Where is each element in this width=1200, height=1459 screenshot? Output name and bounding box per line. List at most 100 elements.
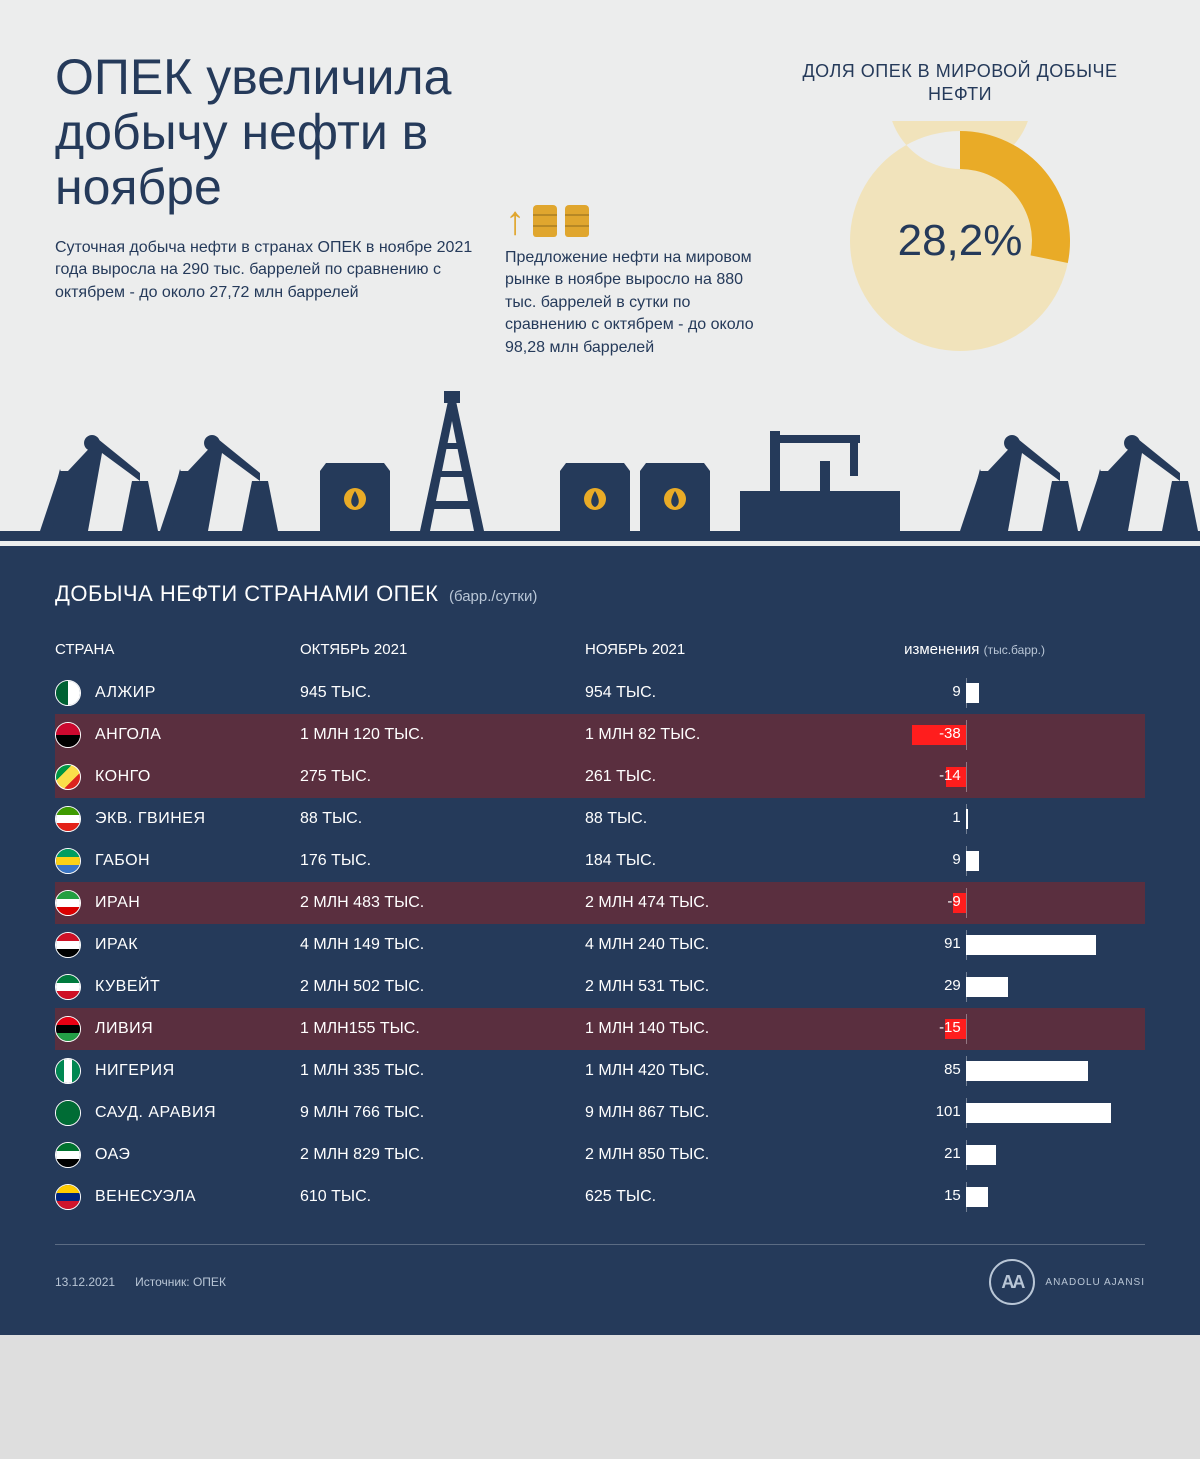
value-nov: 88 ТЫС. <box>585 810 870 828</box>
value-oct: 1 МЛН155 ТЫС. <box>300 1020 585 1038</box>
change-cell: 91 <box>870 924 1145 966</box>
value-nov: 261 ТЫС. <box>585 768 870 786</box>
change-bar <box>966 851 979 871</box>
value-oct: 88 ТЫС. <box>300 810 585 828</box>
table-row: АЛЖИР945 ТЫС.954 ТЫС.9 <box>55 672 1145 714</box>
change-bar <box>966 809 967 829</box>
country-name: АЛЖИР <box>95 684 300 702</box>
table-row: ОАЭ2 МЛН 829 ТЫС.2 МЛН 850 ТЫС.21 <box>55 1134 1145 1176</box>
value-oct: 1 МЛН 335 ТЫС. <box>300 1062 585 1080</box>
agency-name: ANADOLU AJANSI <box>1045 1277 1145 1288</box>
footer-left: 13.12.2021 Источник: ОПЕК <box>55 1275 226 1289</box>
flag-icon <box>55 722 81 748</box>
change-cell: -15 <box>870 1008 1145 1050</box>
main-title: ОПЕК увеличила добычу нефти в ноябре <box>55 50 475 215</box>
change-value: 15 <box>944 1187 961 1204</box>
flag-icon <box>55 890 81 916</box>
col-nov: НОЯБРЬ 2021 <box>585 641 870 658</box>
column-headers: СТРАНА ОКТЯБРЬ 2021 НОЯБРЬ 2021 изменени… <box>55 641 1145 666</box>
table-row: КОНГО275 ТЫС.261 ТЫС.-14 <box>55 756 1145 798</box>
col-change: изменения (тыс.барр.) <box>870 641 1145 658</box>
table-section: ДОБЫЧА НЕФТИ СТРАНАМИ ОПЕК (барр./сутки)… <box>0 546 1200 1335</box>
infographic: ОПЕК увеличила добычу нефти в ноябре Cут… <box>0 0 1200 1335</box>
change-bar <box>966 977 1007 997</box>
header-mid: ↑ Предложение нефти на мировом рынке в н… <box>505 50 765 361</box>
value-nov: 4 МЛН 240 ТЫС. <box>585 936 870 954</box>
value-oct: 610 ТЫС. <box>300 1188 585 1206</box>
table-row: ИРАН2 МЛН 483 ТЫС.2 МЛН 474 ТЫС. -9 <box>55 882 1145 924</box>
change-cell: 9 <box>870 672 1145 714</box>
donut-title: ДОЛЯ ОПЕК В МИРОВОЙ ДОБЫЧЕ НЕФТИ <box>795 60 1125 105</box>
value-nov: 2 МЛН 474 ТЫС. <box>585 894 870 912</box>
value-nov: 1 МЛН 140 ТЫС. <box>585 1020 870 1038</box>
flag-icon <box>55 764 81 790</box>
table-row: НИГЕРИЯ1 МЛН 335 ТЫС.1 МЛН 420 ТЫС. 85 <box>55 1050 1145 1092</box>
country-name: НИГЕРИЯ <box>95 1062 300 1080</box>
change-value: -15 <box>939 1019 961 1036</box>
country-name: ИРАК <box>95 936 300 954</box>
change-cell: 21 <box>870 1134 1145 1176</box>
flag-icon <box>55 1100 81 1126</box>
value-oct: 2 МЛН 483 ТЫС. <box>300 894 585 912</box>
value-nov: 2 МЛН 531 ТЫС. <box>585 978 870 996</box>
oil-rig-silhouette <box>0 381 1200 541</box>
change-bar <box>966 683 979 703</box>
change-value: 91 <box>944 935 961 952</box>
table-row: ЭКВ. ГВИНЕЯ88 ТЫС.88 ТЫС.1 <box>55 798 1145 840</box>
table-row: ВЕНЕСУЭЛА610 ТЫС.625 ТЫС. 15 <box>55 1176 1145 1218</box>
value-oct: 176 ТЫС. <box>300 852 585 870</box>
change-value: -14 <box>939 767 961 784</box>
change-bar <box>966 1103 1110 1123</box>
value-nov: 1 МЛН 420 ТЫС. <box>585 1062 870 1080</box>
col-oct: ОКТЯБРЬ 2021 <box>300 641 585 658</box>
subtitle-left: Cуточная добыча нефти в странах ОПЕК в н… <box>55 237 475 304</box>
change-cell: 15 <box>870 1176 1145 1218</box>
value-nov: 184 ТЫС. <box>585 852 870 870</box>
change-bar <box>966 1145 996 1165</box>
value-nov: 1 МЛН 82 ТЫС. <box>585 726 870 744</box>
value-oct: 2 МЛН 502 ТЫС. <box>300 978 585 996</box>
table-row: САУД. АРАВИЯ9 МЛН 766 ТЫС.9 МЛН 867 ТЫС.… <box>55 1092 1145 1134</box>
change-bar <box>966 935 1096 955</box>
table-row: КУВЕЙТ2 МЛН 502 ТЫС.2 МЛН 531 ТЫС.29 <box>55 966 1145 1008</box>
change-cell: -38 <box>870 714 1145 756</box>
change-value: -9 <box>947 893 960 910</box>
flag-icon <box>55 1016 81 1042</box>
change-cell: 101 <box>870 1092 1145 1134</box>
change-cell: -14 <box>870 756 1145 798</box>
value-oct: 275 ТЫС. <box>300 768 585 786</box>
flag-icon <box>55 974 81 1000</box>
change-value: 85 <box>944 1061 961 1078</box>
table-title-unit: (барр./сутки) <box>449 588 537 605</box>
col-change-unit: (тыс.барр.) <box>984 643 1045 657</box>
value-nov: 2 МЛН 850 ТЫС. <box>585 1146 870 1164</box>
footer-date: 13.12.2021 <box>55 1275 115 1289</box>
subtitle-mid: Предложение нефти на мировом рынке в ноя… <box>505 247 765 359</box>
change-cell: 29 <box>870 966 1145 1008</box>
barrels-icon-row: ↑ <box>505 205 765 237</box>
flag-icon <box>55 932 81 958</box>
value-oct: 4 МЛН 149 ТЫС. <box>300 936 585 954</box>
change-cell: 9 <box>870 840 1145 882</box>
flag-icon <box>55 1058 81 1084</box>
change-value: -38 <box>939 725 961 742</box>
col-change-label: изменения <box>904 641 979 658</box>
change-bar <box>966 1061 1088 1081</box>
value-nov: 625 ТЫС. <box>585 1188 870 1206</box>
change-bar <box>966 1187 987 1207</box>
change-value: 9 <box>952 851 960 868</box>
header-left: ОПЕК увеличила добычу нефти в ноябре Cут… <box>55 50 475 361</box>
table-row: АНГОЛА1 МЛН 120 ТЫС.1 МЛН 82 ТЫС.-38 <box>55 714 1145 756</box>
country-name: ИРАН <box>95 894 300 912</box>
flag-icon <box>55 848 81 874</box>
flag-icon <box>55 1142 81 1168</box>
flag-icon <box>55 680 81 706</box>
country-name: ВЕНЕСУЭЛА <box>95 1188 300 1206</box>
col-country: СТРАНА <box>55 641 300 658</box>
table-title-row: ДОБЫЧА НЕФТИ СТРАНАМИ ОПЕК (барр./сутки) <box>55 581 1145 607</box>
change-cell: 85 <box>870 1050 1145 1092</box>
change-value: 9 <box>952 683 960 700</box>
change-cell: 1 <box>870 798 1145 840</box>
donut-section: ДОЛЯ ОПЕК В МИРОВОЙ ДОБЫЧЕ НЕФТИ 28,2% <box>795 50 1125 361</box>
change-value: 101 <box>936 1103 961 1120</box>
